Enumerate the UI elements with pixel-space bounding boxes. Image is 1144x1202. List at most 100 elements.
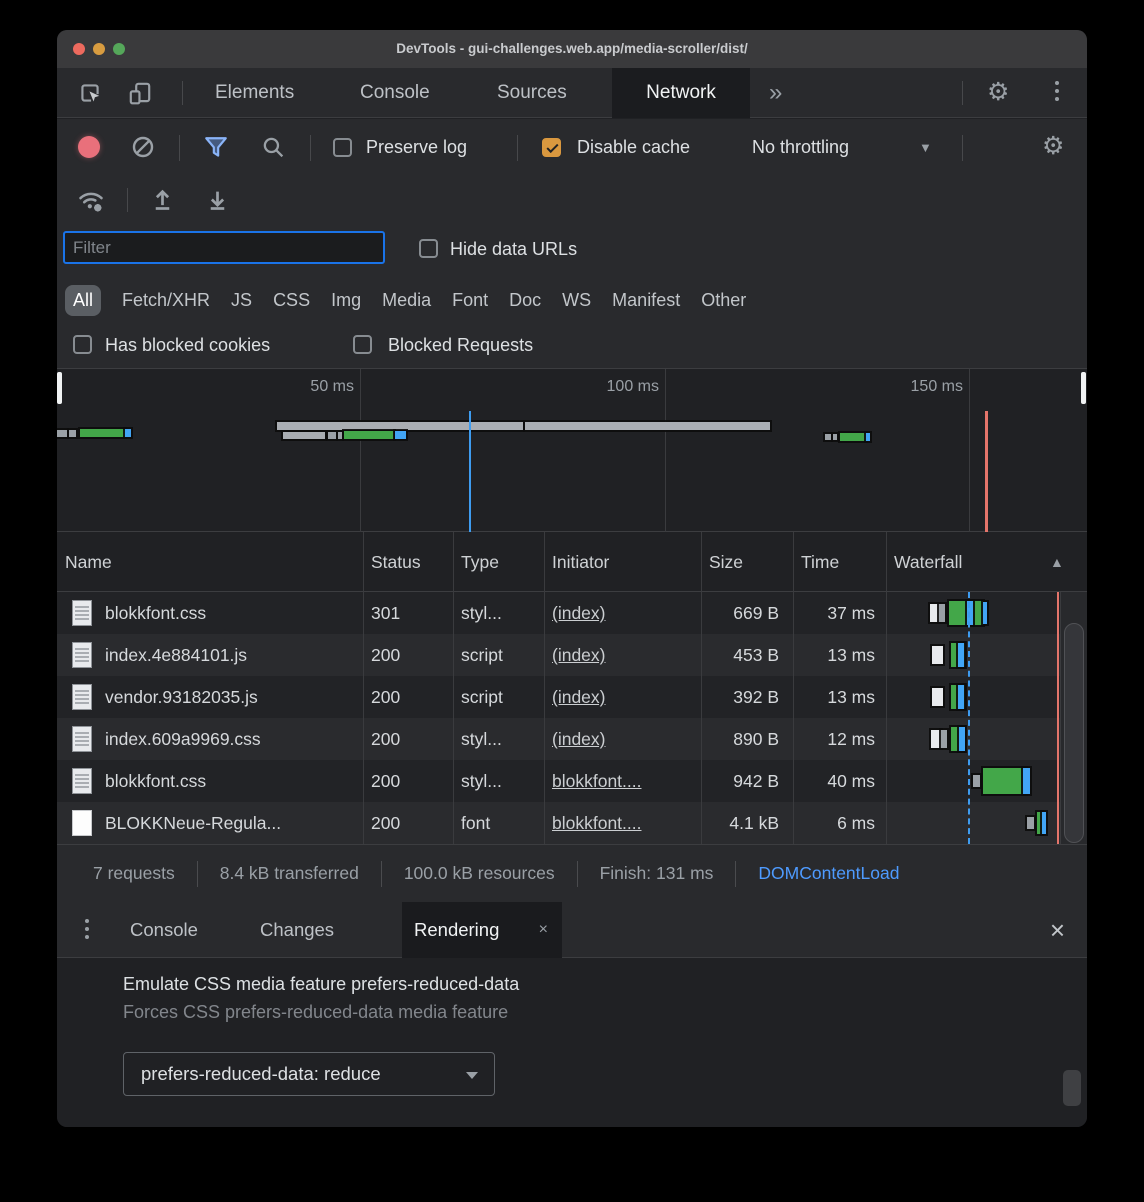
column-header-status[interactable]: Status <box>371 552 421 572</box>
pill-fetch-xhr[interactable]: Fetch/XHR <box>122 289 211 310</box>
disable-cache-checkbox[interactable] <box>542 138 561 157</box>
disable-cache-label[interactable]: Disable cache <box>577 137 691 157</box>
divider <box>310 135 311 161</box>
column-divider[interactable] <box>886 532 887 844</box>
main-menu-kebab-icon[interactable] <box>1055 81 1059 101</box>
export-har-icon[interactable] <box>204 186 231 213</box>
table-row[interactable]: index.609a9969.css 200 styl... (index) 8… <box>57 718 1087 760</box>
request-initiator-link[interactable]: (index) <box>552 687 606 707</box>
column-header-time[interactable]: Time <box>801 552 840 572</box>
overview-right-handle[interactable] <box>1081 372 1086 404</box>
request-time: 13 ms <box>827 645 875 665</box>
tab-network[interactable]: Network <box>612 68 750 118</box>
hide-data-urls-label[interactable]: Hide data URLs <box>450 239 578 259</box>
table-scrollbar[interactable] <box>1060 592 1087 844</box>
pill-img[interactable]: Img <box>331 289 362 310</box>
import-har-icon[interactable] <box>149 186 176 213</box>
record-network-log-button[interactable] <box>78 136 100 158</box>
request-initiator-link[interactable]: blokkfont.... <box>552 771 642 791</box>
more-tabs-icon[interactable]: » <box>769 79 783 106</box>
domcontentloaded-link[interactable]: DOMContentLoad <box>758 863 900 883</box>
pill-js[interactable]: JS <box>231 289 253 310</box>
prefers-reduced-data-select[interactable]: prefers-reduced-data: reduce <box>123 1052 495 1096</box>
drawer-menu-kebab-icon[interactable] <box>85 919 89 939</box>
column-header-name[interactable]: Name <box>65 552 112 572</box>
blocked-requests-label[interactable]: Blocked Requests <box>388 335 534 355</box>
drawer-scrollbar-thumb[interactable] <box>1063 1070 1081 1106</box>
network-conditions-icon[interactable] <box>77 187 105 215</box>
column-divider[interactable] <box>453 532 454 844</box>
pill-font[interactable]: Font <box>452 289 489 310</box>
drawer-tab-changes[interactable]: Changes <box>260 919 335 940</box>
domcontentloaded-line <box>968 592 970 844</box>
request-initiator-link[interactable]: blokkfont.... <box>552 813 642 833</box>
preserve-log-label[interactable]: Preserve log <box>366 137 468 157</box>
pill-all[interactable]: All <box>65 284 102 316</box>
filter-funnel-icon[interactable] <box>203 135 229 161</box>
request-name: blokkfont.css <box>105 771 207 791</box>
column-divider[interactable] <box>793 532 794 844</box>
filter-input[interactable] <box>63 231 385 264</box>
column-header-initiator[interactable]: Initiator <box>552 552 610 572</box>
inspect-element-icon[interactable] <box>77 80 103 106</box>
table-row[interactable]: BLOKKNeue-Regula... 200 font blokkfont..… <box>57 802 1087 844</box>
pill-css[interactable]: CSS <box>273 289 311 310</box>
window-title: DevTools - gui-challenges.web.app/media-… <box>396 41 748 56</box>
network-overview[interactable]: 50 ms 100 ms 150 ms <box>57 368 1087 533</box>
request-time: 6 ms <box>837 813 875 833</box>
request-initiator-link[interactable]: (index) <box>552 645 606 665</box>
has-blocked-cookies-checkbox[interactable] <box>73 335 92 354</box>
column-header-size[interactable]: Size <box>709 552 744 572</box>
preserve-log-checkbox[interactable] <box>333 138 352 157</box>
close-tab-icon[interactable]: × <box>538 921 548 938</box>
table-row[interactable]: index.4e884101.js 200 script (index) 453… <box>57 634 1087 676</box>
search-icon[interactable] <box>261 135 286 160</box>
request-time: 40 ms <box>827 771 875 791</box>
gridline <box>360 369 361 533</box>
settings-gear-icon[interactable]: ⚙ <box>987 78 1010 106</box>
column-divider[interactable] <box>544 532 545 844</box>
device-toolbar-icon[interactable] <box>127 80 153 106</box>
request-status: 200 <box>371 729 401 749</box>
tab-sources[interactable]: Sources <box>497 82 567 103</box>
tab-elements[interactable]: Elements <box>215 82 295 103</box>
drawer-tab-rendering[interactable]: Rendering × <box>402 902 562 958</box>
network-settings-gear-icon[interactable]: ⚙ <box>1042 132 1065 160</box>
requests-table-body: blokkfont.css 301 styl... (index) 669 B … <box>57 592 1087 844</box>
zoom-window-button[interactable] <box>113 43 125 55</box>
column-divider[interactable] <box>363 532 364 844</box>
load-event-marker <box>985 411 988 533</box>
minimize-window-button[interactable] <box>93 43 105 55</box>
table-row[interactable]: vendor.93182035.js 200 script (index) 39… <box>57 676 1087 718</box>
blocked-requests-checkbox[interactable] <box>353 335 372 354</box>
column-header-type[interactable]: Type <box>461 552 499 572</box>
table-row[interactable]: blokkfont.css 200 styl... blokkfont.... … <box>57 760 1087 802</box>
close-window-button[interactable] <box>73 43 85 55</box>
pill-ws[interactable]: WS <box>562 289 592 310</box>
sort-ascending-icon[interactable]: ▲ <box>1050 554 1064 570</box>
column-divider[interactable] <box>701 532 702 844</box>
request-name: vendor.93182035.js <box>105 687 258 707</box>
pill-media[interactable]: Media <box>382 289 432 310</box>
clear-network-log-icon[interactable] <box>131 135 155 159</box>
requests-count: 7 requests <box>93 863 175 883</box>
request-initiator-link[interactable]: (index) <box>552 729 606 749</box>
drawer-tab-console[interactable]: Console <box>130 919 198 940</box>
overview-left-handle[interactable] <box>57 372 62 404</box>
throttling-select[interactable]: No throttling <box>752 137 850 157</box>
close-drawer-icon[interactable]: × <box>1049 915 1065 945</box>
font-file-icon <box>72 810 92 836</box>
scrollbar-thumb[interactable] <box>1064 623 1084 843</box>
pill-manifest[interactable]: Manifest <box>612 289 681 310</box>
throttling-caret-icon[interactable]: ▼ <box>919 140 932 155</box>
column-header-waterfall[interactable]: Waterfall <box>894 552 963 572</box>
pill-other[interactable]: Other <box>701 289 747 310</box>
pill-doc[interactable]: Doc <box>509 289 542 310</box>
request-time: 12 ms <box>827 729 875 749</box>
tab-console[interactable]: Console <box>360 82 430 103</box>
has-blocked-cookies-label[interactable]: Has blocked cookies <box>105 335 271 355</box>
hide-data-urls-checkbox[interactable] <box>419 239 438 258</box>
divider <box>182 81 183 105</box>
table-row[interactable]: blokkfont.css 301 styl... (index) 669 B … <box>57 592 1087 634</box>
request-initiator-link[interactable]: (index) <box>552 603 606 623</box>
